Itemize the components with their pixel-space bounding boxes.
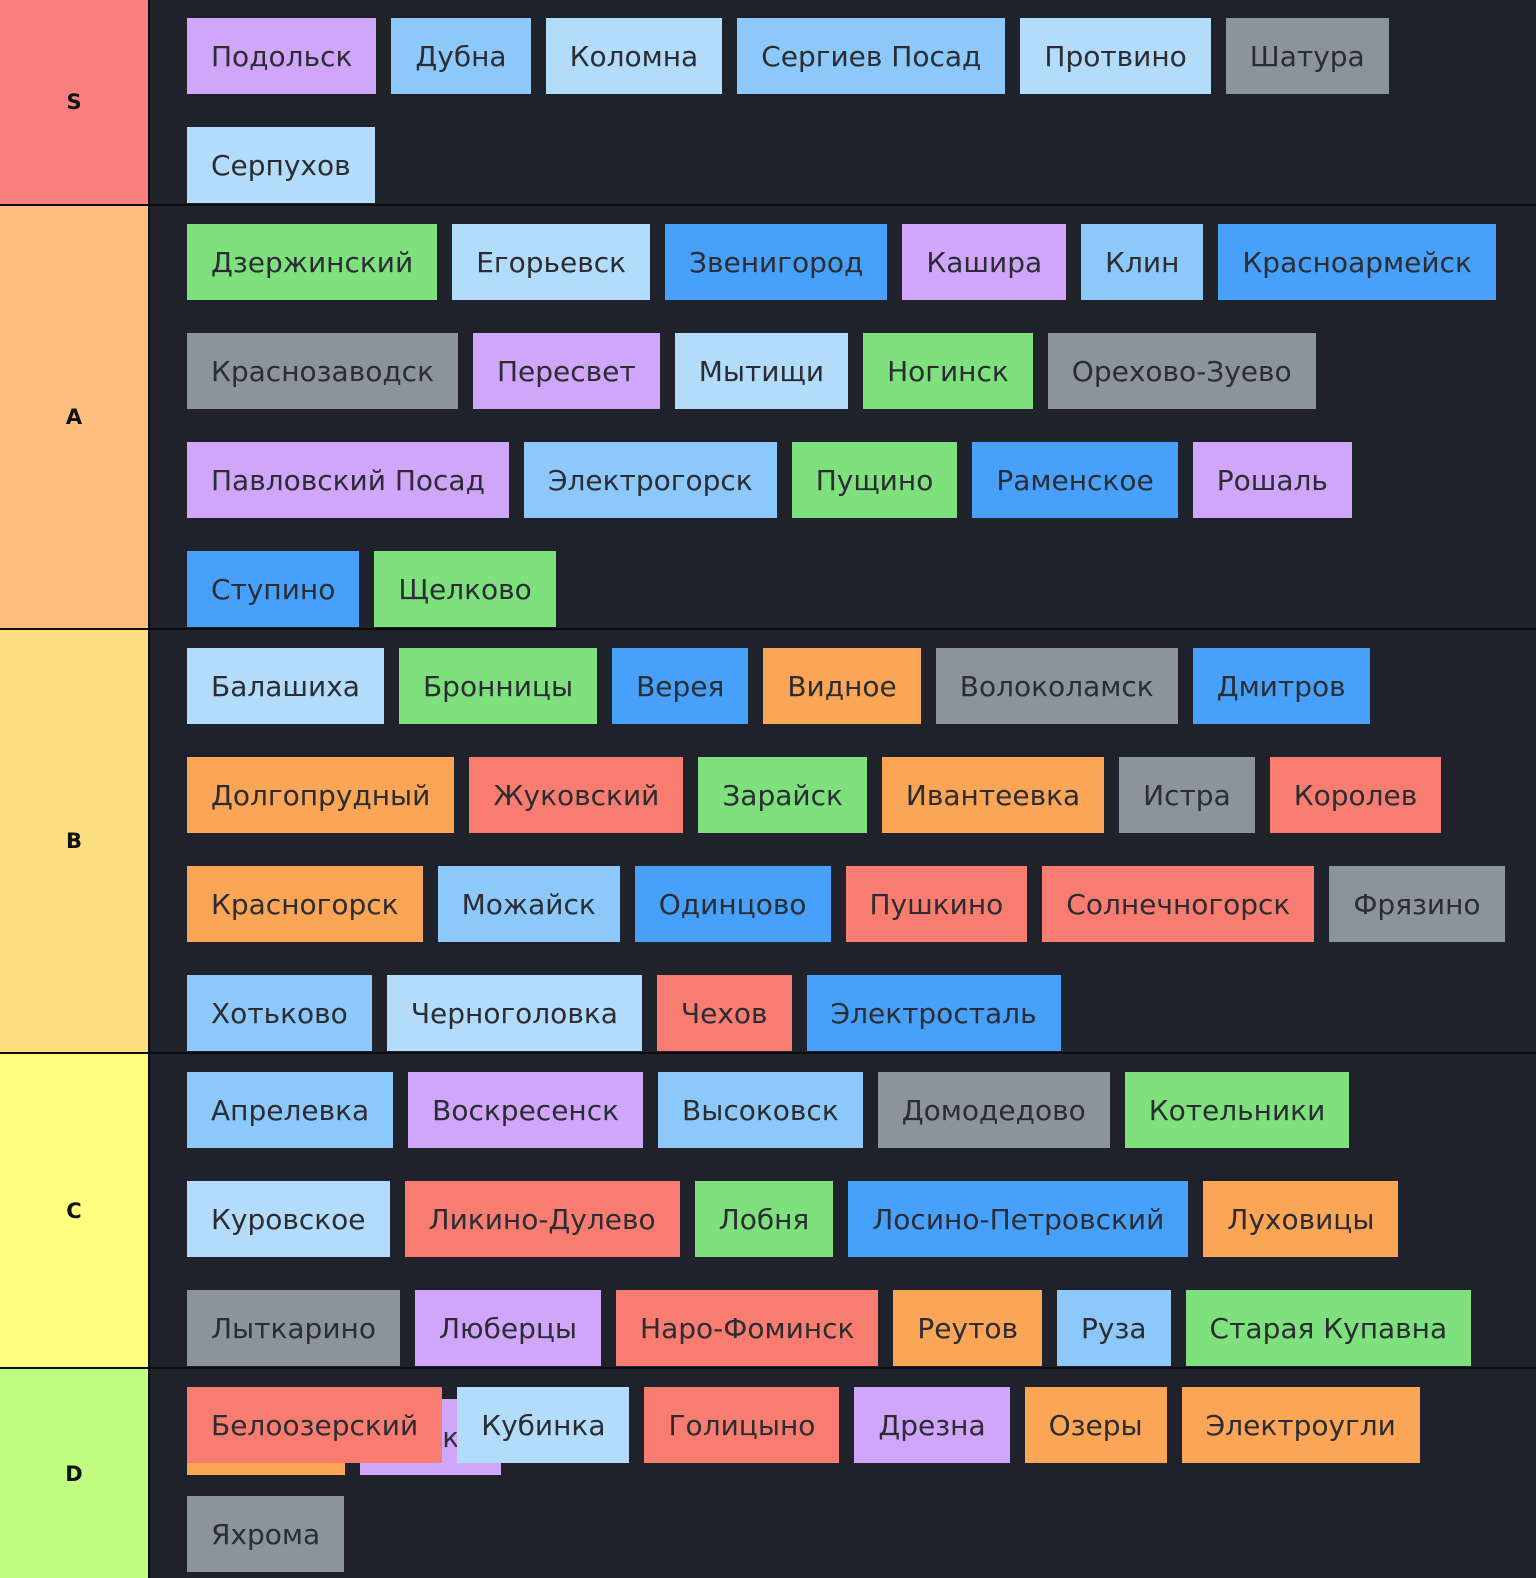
tier-item[interactable]: Егорьевск: [452, 224, 651, 300]
tier-item[interactable]: Чехов: [656, 975, 792, 1051]
tier-item[interactable]: Звенигород: [665, 224, 888, 300]
tier-label[interactable]: S: [0, 0, 150, 204]
tier-item[interactable]: Протвино: [1020, 18, 1211, 94]
tier-item[interactable]: Куровское: [187, 1181, 390, 1257]
tier-items-container[interactable]: Подольск Дубна Коломна Сергиев Посад Протвин…: [150, 0, 1536, 204]
tier-item[interactable]: Фрязино: [1329, 866, 1505, 942]
tier-item[interactable]: Щелково: [374, 551, 556, 627]
tier-item[interactable]: Руза: [1057, 1290, 1171, 1366]
tier-item[interactable]: Раменское: [972, 442, 1178, 518]
tier-item[interactable]: Ступино: [187, 551, 360, 627]
tier-item[interactable]: Пущино: [791, 442, 958, 518]
tier-item[interactable]: Луховицы: [1203, 1181, 1399, 1257]
tier-item[interactable]: Наро-Фоминск: [616, 1290, 879, 1366]
tier-row-d: D Белоозерский Кубинка Голицыно Дрезна Озеры Э…: [0, 1369, 1536, 1578]
tier-item[interactable]: Старая Купавна: [1185, 1290, 1472, 1366]
tier-item[interactable]: Черноголовка: [386, 975, 642, 1051]
tier-item[interactable]: Люберцы: [414, 1290, 602, 1366]
tier-item[interactable]: Лыткарино: [187, 1290, 400, 1366]
tier-item[interactable]: Электроугли: [1181, 1387, 1420, 1463]
tier-item[interactable]: Можайск: [437, 866, 620, 942]
tier-item[interactable]: Лобня: [694, 1181, 834, 1257]
tier-label[interactable]: B: [0, 630, 150, 1052]
tier-item[interactable]: Озеры: [1024, 1387, 1167, 1463]
tier-item[interactable]: Рошаль: [1192, 442, 1352, 518]
tier-item[interactable]: Кашира: [902, 224, 1067, 300]
tier-item[interactable]: Истра: [1119, 757, 1255, 833]
tier-row-c: C Апрелевка Воскресенск Высоковск Домодедово…: [0, 1054, 1536, 1475]
tier-item[interactable]: Мытищи: [674, 333, 849, 409]
tier-row-b: B Балашиха Бронницы Верея Видное Волоколамск Д…: [0, 630, 1536, 1054]
tier-item[interactable]: Голицыно: [644, 1387, 840, 1463]
tier-item[interactable]: Электросталь: [806, 975, 1061, 1051]
tier-row-a: A Дзержинский Егорьевск Звенигород Кашира Кли…: [0, 206, 1536, 630]
tier-item[interactable]: Клин: [1081, 224, 1204, 300]
tier-label[interactable]: A: [0, 206, 150, 628]
tier-item[interactable]: Хотьково: [187, 975, 372, 1051]
tier-item[interactable]: Дубна: [391, 18, 531, 94]
tier-item[interactable]: Электрогорск: [523, 442, 777, 518]
tier-item[interactable]: Шатура: [1225, 18, 1389, 94]
tier-item[interactable]: Балашиха: [187, 648, 384, 724]
tier-item[interactable]: Солнечногорск: [1042, 866, 1315, 942]
tier-item[interactable]: Серпухов: [187, 127, 375, 203]
tier-item[interactable]: Дрезна: [854, 1387, 1010, 1463]
tier-items-container[interactable]: Апрелевка Воскресенск Высоковск Домодедово К…: [150, 1054, 1536, 1475]
tier-item[interactable]: Жуковский: [469, 757, 684, 833]
tier-item[interactable]: Кубинка: [457, 1387, 630, 1463]
tier-item[interactable]: Дзержинский: [187, 224, 438, 300]
tier-item[interactable]: Пушкино: [845, 866, 1028, 942]
tier-item[interactable]: Ивантеевка: [881, 757, 1105, 833]
tier-item[interactable]: Павловский Посад: [187, 442, 509, 518]
tier-item[interactable]: Апрелевка: [187, 1072, 394, 1148]
tier-items-container[interactable]: Балашиха Бронницы Верея Видное Волоколамск Дм…: [150, 630, 1536, 1052]
tier-item[interactable]: Красноармейск: [1218, 224, 1496, 300]
tier-label[interactable]: C: [0, 1054, 150, 1367]
tier-label[interactable]: D: [0, 1369, 150, 1578]
tier-item[interactable]: Коломна: [545, 18, 723, 94]
tier-items-container[interactable]: Белоозерский Кубинка Голицыно Дрезна Озеры Эл…: [150, 1369, 1536, 1578]
tier-item[interactable]: Ногинск: [863, 333, 1033, 409]
tier-item[interactable]: Дмитров: [1192, 648, 1370, 724]
tier-item[interactable]: Подольск: [187, 18, 377, 94]
tier-item[interactable]: Верея: [612, 648, 749, 724]
tier-item[interactable]: Краснозаводск: [187, 333, 458, 409]
tier-row-s: S Подольск Дубна Коломна Сергиев Посад Протви…: [0, 0, 1536, 206]
tier-item[interactable]: Орехово-Зуево: [1047, 333, 1316, 409]
tier-item[interactable]: Реутов: [893, 1290, 1043, 1366]
tier-item[interactable]: Волоколамск: [935, 648, 1178, 724]
tier-item[interactable]: Лосино-Петровский: [848, 1181, 1189, 1257]
tier-item[interactable]: Зарайск: [698, 757, 867, 833]
tier-item[interactable]: Пересвет: [473, 333, 660, 409]
tier-item[interactable]: Сергиев Посад: [737, 18, 1006, 94]
tier-item[interactable]: Белоозерский: [187, 1387, 443, 1463]
tier-item[interactable]: Королев: [1269, 757, 1442, 833]
tier-item[interactable]: Яхрома: [187, 1496, 345, 1572]
tier-item[interactable]: Высоковск: [658, 1072, 863, 1148]
tier-item[interactable]: Долгопрудный: [187, 757, 455, 833]
tier-item[interactable]: Ликино-Дулево: [404, 1181, 680, 1257]
tier-item[interactable]: Видное: [763, 648, 921, 724]
tier-items-container[interactable]: Дзержинский Егорьевск Звенигород Кашира Клин…: [150, 206, 1536, 628]
tier-item[interactable]: Бронницы: [398, 648, 598, 724]
tier-item[interactable]: Воскресенск: [408, 1072, 644, 1148]
tier-item[interactable]: Одинцово: [634, 866, 831, 942]
tier-item[interactable]: Красногорск: [187, 866, 423, 942]
tier-item[interactable]: Домодедово: [877, 1072, 1110, 1148]
tier-item[interactable]: Котельники: [1124, 1072, 1350, 1148]
